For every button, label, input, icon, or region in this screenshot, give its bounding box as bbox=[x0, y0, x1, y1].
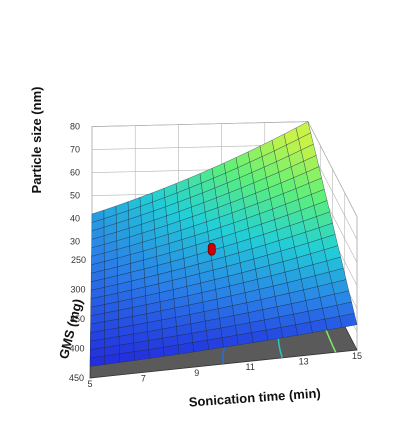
z-tick-label-1: 40 bbox=[70, 214, 80, 224]
design-point-marker bbox=[207, 242, 216, 256]
x-tick-label-1: 7 bbox=[141, 373, 146, 383]
y-tick-label-3: 400 bbox=[69, 344, 84, 354]
y-tick-label-0: 250 bbox=[71, 255, 86, 265]
x-tick-label-3: 11 bbox=[246, 362, 255, 372]
x-axis-title: Sonication time (min) bbox=[188, 385, 321, 409]
surface-cell bbox=[119, 351, 135, 363]
y-tick-label-4: 450 bbox=[69, 373, 84, 383]
design-points bbox=[207, 242, 216, 256]
x-tick-label-4: 13 bbox=[299, 357, 309, 367]
z-tick-label-2: 50 bbox=[70, 191, 80, 201]
z-tick-label-0: 30 bbox=[70, 237, 80, 247]
y-tick-label-2: 350 bbox=[70, 314, 85, 324]
x-tick-label-0: 5 bbox=[87, 379, 92, 389]
surface-cell bbox=[163, 344, 180, 357]
x-tick-label-2: 9 bbox=[194, 368, 199, 378]
tick-labels: 30 40 50 60 70 80 5 7 9 11 13 15 250 300 350 400 450 bbox=[69, 122, 362, 389]
y-tick-label-1: 300 bbox=[70, 285, 85, 295]
surface-cell bbox=[89, 355, 106, 367]
surface-cell bbox=[339, 313, 358, 328]
z-tick-label-4: 70 bbox=[70, 145, 80, 155]
z-tick-label-5: 80 bbox=[70, 122, 80, 132]
x-tick-label-5: 15 bbox=[352, 351, 362, 361]
surface-cell bbox=[207, 337, 224, 350]
z-tick-label-3: 60 bbox=[70, 168, 80, 178]
surface-cell bbox=[133, 349, 150, 361]
z-axis-title: Particle size (nm) bbox=[29, 87, 44, 194]
response-surface bbox=[89, 121, 358, 367]
